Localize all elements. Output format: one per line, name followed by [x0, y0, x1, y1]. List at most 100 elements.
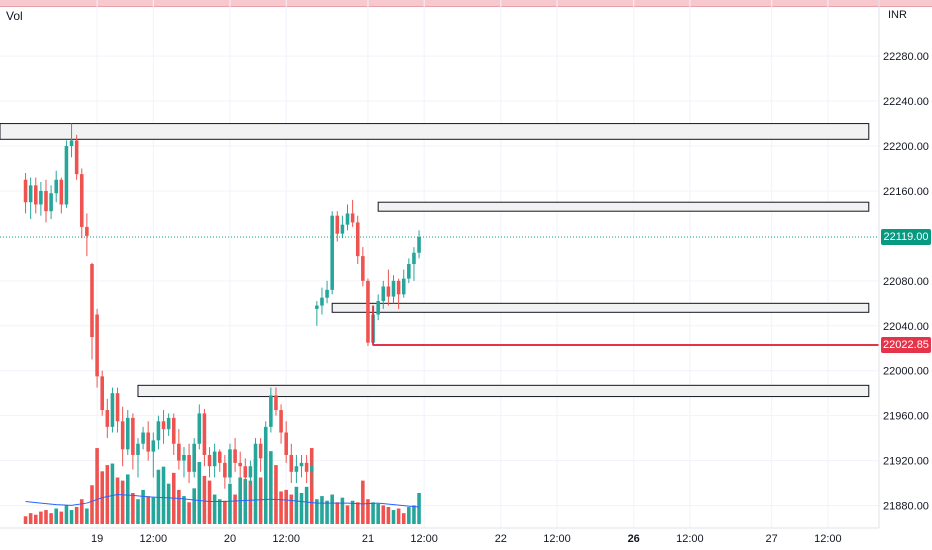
volume-bar-12 — [85, 508, 89, 524]
volume-bar-70 — [381, 505, 386, 524]
volume-bar-45 — [253, 458, 258, 524]
price-tick-label-8: 21920.00 — [883, 456, 929, 468]
volume-bar-41 — [233, 494, 237, 524]
candle-body-33 — [192, 443, 196, 472]
candle-body-5 — [49, 193, 53, 212]
candle-body-50 — [279, 410, 283, 433]
candle-body-36 — [207, 454, 212, 467]
candle-body-2 — [33, 185, 38, 205]
candle-body-49 — [274, 395, 278, 411]
volume-bar-23 — [141, 489, 145, 524]
candle-body-54 — [299, 462, 304, 467]
price-tick-label-6: 22000.00 — [883, 366, 929, 378]
candle-body-69 — [376, 301, 380, 315]
volume-bar-32 — [187, 502, 191, 524]
time-tick-label-0: 19 — [91, 533, 103, 545]
candle-body-62 — [340, 224, 345, 234]
price-tick-label-3: 22160.00 — [883, 186, 929, 198]
volume-bar-66 — [361, 480, 365, 524]
time-tick-label-11: 12:00 — [814, 533, 842, 545]
candle-body-41 — [233, 449, 237, 463]
candle-body-7 — [59, 179, 64, 205]
zone-box-2 — [331, 302, 870, 313]
candle-body-24 — [146, 432, 150, 452]
candle-body-26 — [156, 421, 161, 441]
time-tick-label-3: 12:00 — [272, 533, 300, 545]
candle-body-51 — [284, 432, 288, 455]
volume-bar-63 — [345, 505, 350, 524]
currency-label[interactable]: INR — [888, 9, 907, 21]
volume-bar-35 — [202, 475, 207, 524]
candle-body-29 — [171, 417, 176, 444]
volume-bar-0 — [23, 516, 28, 524]
candle-body-56 — [309, 466, 314, 472]
supply-demand-zones — [0, 123, 870, 398]
volume-bar-38 — [217, 499, 222, 524]
volume-bar-62 — [340, 497, 345, 524]
candle-body-47 — [263, 426, 268, 459]
candle-body-9 — [69, 140, 74, 147]
volume-bar-65 — [355, 502, 360, 524]
volume-bar-72 — [391, 510, 396, 524]
volume-bar-40 — [228, 483, 232, 524]
candle-body-17 — [110, 393, 115, 427]
candle-body-8 — [64, 146, 69, 205]
volume-bar-77 — [417, 493, 421, 524]
candle-body-20 — [125, 417, 130, 450]
candle-body-76 — [412, 252, 416, 264]
candle-body-53 — [294, 466, 299, 472]
volume-bar-43 — [243, 479, 248, 524]
candle-body-14 — [95, 314, 99, 377]
candle-body-28 — [166, 417, 171, 430]
volume-bar-76 — [412, 505, 416, 524]
candle-body-0 — [23, 179, 28, 203]
volume-bar-50 — [279, 491, 283, 524]
time-tick-label-4: 21 — [362, 533, 374, 545]
volume-bar-69 — [376, 503, 380, 524]
volume-bar-59 — [325, 500, 329, 524]
candle-body-45 — [253, 443, 258, 467]
time-axis: 19 12:00 20 12:00 21 12:00 22 12:00 26 12:00 27 12:… — [91, 533, 842, 545]
volume-bar-57 — [315, 499, 319, 524]
candle-body-65 — [355, 222, 360, 257]
candle-body-13 — [90, 264, 94, 338]
volume-bar-25 — [151, 497, 156, 524]
volume-bar-39 — [223, 500, 227, 524]
candle-body-77 — [417, 237, 421, 253]
volume-indicator-label[interactable]: Vol — [6, 9, 23, 23]
volume-bar-21 — [131, 493, 135, 524]
price-tick-label-4: 22080.00 — [883, 276, 929, 288]
volume-bar-18 — [115, 477, 120, 524]
volume-bar-47 — [263, 454, 268, 524]
volume-bar-13 — [90, 485, 94, 524]
horizontal-price-lines — [0, 236, 879, 347]
volume-bar-6 — [54, 508, 59, 524]
candle-body-32 — [187, 454, 191, 472]
candle-body-64 — [350, 213, 355, 223]
volume-bar-75 — [407, 506, 411, 524]
volume-bar-73 — [396, 508, 401, 524]
volume-bar-64 — [350, 500, 355, 524]
zone-box-1 — [377, 201, 870, 212]
candle-body-3 — [39, 190, 43, 205]
price-candles — [23, 123, 421, 489]
top-alert-strip — [0, 0, 932, 7]
candle-body-22 — [136, 443, 140, 455]
candle-body-48 — [269, 395, 273, 427]
candle-body-35 — [202, 413, 207, 455]
volume-bar-5 — [49, 513, 53, 524]
volume-bar-52 — [289, 494, 294, 524]
price-tick-label-2: 22200.00 — [883, 141, 929, 153]
volume-bar-10 — [74, 506, 79, 524]
candle-body-10 — [74, 140, 79, 175]
candle-body-70 — [381, 286, 386, 302]
volume-bar-28 — [166, 483, 171, 524]
volume-bar-46 — [258, 477, 263, 524]
time-tick-label-8: 26 — [628, 533, 640, 545]
volume-bar-4 — [44, 510, 48, 524]
candle-body-66 — [361, 256, 365, 281]
candle-body-40 — [228, 449, 232, 478]
volume-bar-51 — [284, 489, 288, 524]
candle-body-75 — [407, 264, 411, 279]
